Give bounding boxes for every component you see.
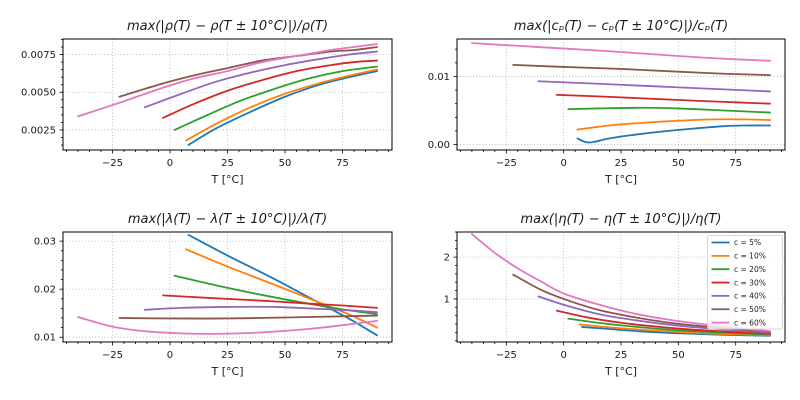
x-tick-label: 25 bbox=[615, 350, 628, 361]
legend-label-c-50: c = 50% bbox=[734, 305, 766, 314]
subplot-rho-title: max(|ρ(T) − ρ(T ± 10°C)|)/ρ(T) bbox=[127, 19, 328, 34]
subplot-rho: −25 0 25 50 75 0.0025 0.0050 0.0075 max(|ρ(T) − … bbox=[21, 19, 393, 186]
subplot-lambda-title: max(|λ(T) − λ(T ± 10°C)|)/λ(T) bbox=[128, 212, 327, 227]
x-tick-label: −25 bbox=[496, 350, 517, 361]
series-lambda-c-50 bbox=[118, 314, 378, 320]
series-lambda-c-20 bbox=[173, 274, 378, 316]
y-tick-label: 0.0050 bbox=[21, 88, 56, 99]
series-cp-c-10 bbox=[576, 118, 771, 131]
x-tick-label: 50 bbox=[279, 350, 292, 361]
x-tick-label: 75 bbox=[336, 350, 349, 361]
legend: c = 5% c = 10% c = 20% c = 30% c = 40% c = 50… bbox=[707, 235, 783, 330]
series-cp-c-5 bbox=[576, 124, 771, 144]
y-tick-label: 0.01 bbox=[428, 72, 450, 83]
series-rho-c-10 bbox=[185, 68, 378, 142]
series-lambda-c-60 bbox=[77, 316, 378, 335]
series-lambda-c-5 bbox=[187, 233, 378, 337]
y-tick-label: 1 bbox=[444, 294, 450, 305]
series-lambda-c-40 bbox=[143, 305, 378, 314]
series-rho-c-20 bbox=[173, 65, 378, 131]
series-lambda-c-30 bbox=[162, 294, 378, 309]
legend-label-c-10: c = 10% bbox=[734, 252, 766, 261]
subplot-rho-xlabel: T [°C] bbox=[211, 173, 244, 186]
subplot-cp-title: max(|cₚ(T) − cₚ(T ± 10°C)|)/cₚ(T) bbox=[514, 19, 728, 34]
subplot-cp: −25 0 25 50 75 0.00 0.01 max(|cₚ(T) − cₚ(T ± 10… bbox=[428, 19, 786, 186]
series-rho-c-30 bbox=[162, 59, 378, 119]
y-tick-label: 0.01 bbox=[34, 333, 56, 344]
legend-label-c-30: c = 30% bbox=[734, 278, 766, 287]
series-rho-c-50 bbox=[118, 46, 378, 98]
x-tick-label: 75 bbox=[729, 350, 742, 361]
y-tick-label: 0.00 bbox=[428, 140, 450, 151]
x-tick-label: 75 bbox=[336, 158, 349, 169]
legend-label-c-60: c = 60% bbox=[734, 318, 766, 327]
y-tick-label: 2 bbox=[444, 253, 450, 264]
y-tick-label: 0.0075 bbox=[21, 50, 56, 61]
series-cp-c-60 bbox=[471, 42, 771, 62]
x-tick-label: −25 bbox=[102, 158, 123, 169]
x-tick-label: 25 bbox=[221, 350, 234, 361]
x-tick-label: 50 bbox=[672, 350, 685, 361]
legend-box bbox=[707, 235, 783, 330]
series-cp-c-50 bbox=[512, 63, 771, 76]
series-cp-c-30 bbox=[555, 93, 771, 105]
x-tick-label: 0 bbox=[560, 350, 566, 361]
subplot-lambda: −25 0 25 50 75 0.01 0.02 0.03 max(|λ(T) − λ(T ± … bbox=[34, 212, 393, 378]
series-rho-c-5 bbox=[187, 70, 378, 146]
x-tick-label: 0 bbox=[560, 158, 566, 169]
series-cp-c-40 bbox=[537, 80, 771, 93]
x-tick-label: 50 bbox=[672, 158, 685, 169]
x-tick-label: 0 bbox=[167, 158, 173, 169]
x-tick-label: −25 bbox=[102, 350, 123, 361]
subplot-eta: −25 0 25 50 75 1 2 max(|η(T) − η(T ± 10°C)|)/η(… bbox=[444, 212, 786, 378]
legend-label-c-40: c = 40% bbox=[734, 292, 766, 301]
x-tick-label: −25 bbox=[496, 158, 517, 169]
series-cp-c-20 bbox=[567, 106, 771, 114]
series-rho-c-60 bbox=[77, 43, 378, 118]
series-rho-c-40 bbox=[143, 50, 378, 109]
subplot-cp-xlabel: T [°C] bbox=[604, 173, 637, 186]
y-tick-label: 0.0025 bbox=[21, 125, 56, 136]
x-tick-label: 25 bbox=[221, 158, 234, 169]
x-tick-label: 75 bbox=[729, 158, 742, 169]
series-eta-c-10 bbox=[578, 323, 771, 336]
legend-label-c-20: c = 20% bbox=[734, 265, 766, 274]
series-eta-c-30 bbox=[555, 309, 771, 335]
subplot-eta-xlabel: T [°C] bbox=[604, 365, 637, 378]
series-eta-c-40 bbox=[537, 295, 771, 334]
legend-label-c-5: c = 5% bbox=[734, 238, 761, 247]
x-tick-label: 25 bbox=[615, 158, 628, 169]
subplot-lambda-xlabel: T [°C] bbox=[211, 365, 244, 378]
y-tick-label: 0.02 bbox=[34, 285, 56, 296]
series-eta-c-20 bbox=[567, 317, 771, 336]
subplot-eta-title: max(|η(T) − η(T ± 10°C)|)/η(T) bbox=[520, 212, 721, 227]
x-tick-label: 50 bbox=[279, 158, 292, 169]
x-tick-label: 0 bbox=[167, 350, 173, 361]
y-tick-label: 0.03 bbox=[34, 237, 56, 248]
